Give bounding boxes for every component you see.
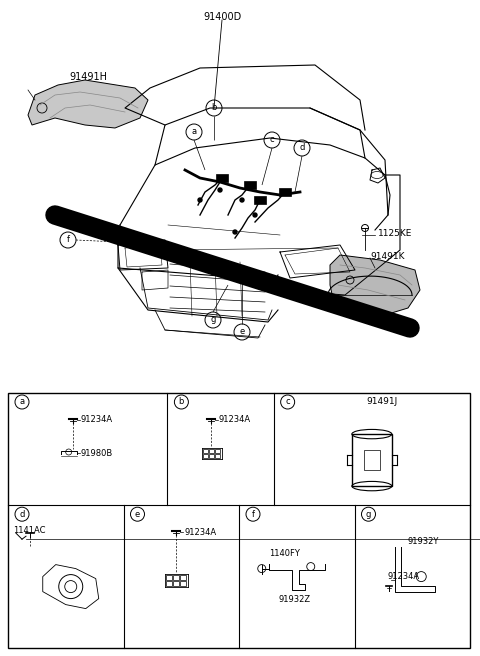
Text: 91932Y: 91932Y [407, 537, 439, 546]
Text: f: f [252, 510, 254, 519]
Bar [254, 196, 266, 204]
Text: 91234A: 91234A [387, 572, 420, 581]
Text: 91491J: 91491J [366, 398, 397, 407]
Bar [208, 449, 214, 453]
Text: 91491H: 91491H [69, 72, 107, 82]
Text: 91400D: 91400D [203, 12, 241, 22]
Text: 1141AC: 1141AC [13, 526, 46, 535]
Text: a: a [19, 398, 24, 407]
Bar [173, 575, 179, 580]
Bar [166, 581, 172, 586]
Text: 91234A: 91234A [81, 415, 113, 424]
Text: 1125KE: 1125KE [378, 230, 412, 239]
Circle shape [253, 213, 257, 217]
Bar [215, 449, 219, 453]
Polygon shape [330, 255, 420, 318]
Text: a: a [192, 127, 197, 136]
Text: 91980B: 91980B [81, 449, 113, 457]
Text: 1140FY: 1140FY [269, 549, 300, 558]
Bar [216, 174, 228, 182]
Text: e: e [135, 510, 140, 519]
Bar [203, 449, 207, 453]
Text: b: b [179, 398, 184, 407]
Circle shape [233, 230, 237, 234]
Bar [279, 188, 291, 196]
Text: 91932Z: 91932Z [279, 595, 311, 604]
Circle shape [198, 198, 202, 202]
Text: b: b [211, 104, 216, 112]
Bar [244, 181, 256, 189]
Bar [208, 454, 214, 458]
Text: e: e [240, 327, 245, 337]
Text: c: c [285, 398, 290, 407]
Bar [352, 434, 392, 486]
Text: f: f [67, 236, 70, 245]
Text: d: d [300, 144, 305, 152]
Circle shape [240, 198, 244, 202]
Bar [8, 393, 470, 648]
Bar [180, 575, 186, 580]
Circle shape [218, 188, 222, 192]
Bar [364, 450, 380, 470]
Bar [203, 454, 207, 458]
Bar [166, 575, 172, 580]
Polygon shape [28, 80, 148, 128]
Text: g: g [366, 510, 371, 519]
Text: g: g [210, 316, 216, 325]
Bar [215, 454, 219, 458]
Text: 91234A: 91234A [184, 527, 216, 537]
Text: 91491K: 91491K [370, 252, 405, 261]
Text: c: c [270, 136, 274, 144]
Text: 91234A: 91234A [218, 415, 251, 424]
Bar [180, 581, 186, 586]
Bar [173, 581, 179, 586]
Text: d: d [19, 510, 24, 519]
